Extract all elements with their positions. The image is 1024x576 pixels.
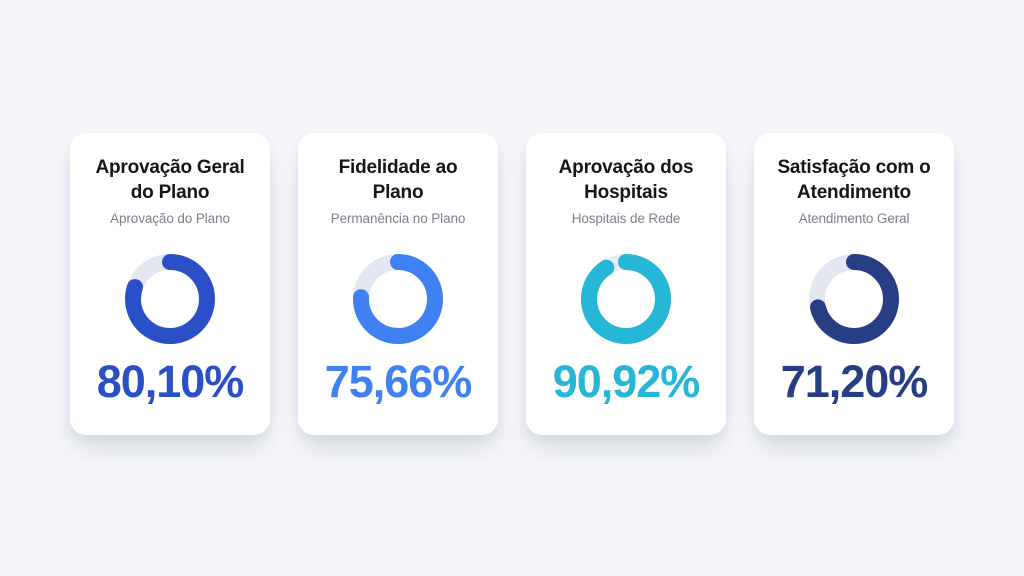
card-subtitle: Atendimento Geral <box>798 211 910 226</box>
donut-chart <box>125 254 215 344</box>
percentage-value: 90,92% <box>552 356 701 407</box>
percentage-value: 71,20% <box>780 356 929 407</box>
percentage-value: 80,10% <box>96 356 245 407</box>
kpi-card: Aprovação Geral do Plano Aprovação do Pl… <box>70 133 270 435</box>
card-subtitle: Aprovação do Plano <box>110 211 230 226</box>
kpi-card: Aprovação dos Hospitais Hospitais de Red… <box>526 133 726 435</box>
percentage-value: 75,66% <box>324 356 473 407</box>
card-title: Fidelidade ao Plano <box>338 157 458 203</box>
kpi-cards-row: Aprovação Geral do Plano Aprovação do Pl… <box>0 133 1024 435</box>
donut-chart <box>581 254 671 344</box>
donut-chart <box>353 254 443 344</box>
card-subtitle: Permanência no Plano <box>330 211 466 226</box>
card-title: Aprovação Geral do Plano <box>95 157 245 203</box>
kpi-card: Satisfação com o Atendimento Atendimento… <box>754 133 954 435</box>
card-subtitle: Hospitais de Rede <box>571 211 681 226</box>
donut-chart <box>809 254 899 344</box>
kpi-card: Fidelidade ao Plano Permanência no Plano… <box>298 133 498 435</box>
card-title: Satisfação com o Atendimento <box>777 157 931 203</box>
card-title: Aprovação dos Hospitais <box>558 157 694 203</box>
